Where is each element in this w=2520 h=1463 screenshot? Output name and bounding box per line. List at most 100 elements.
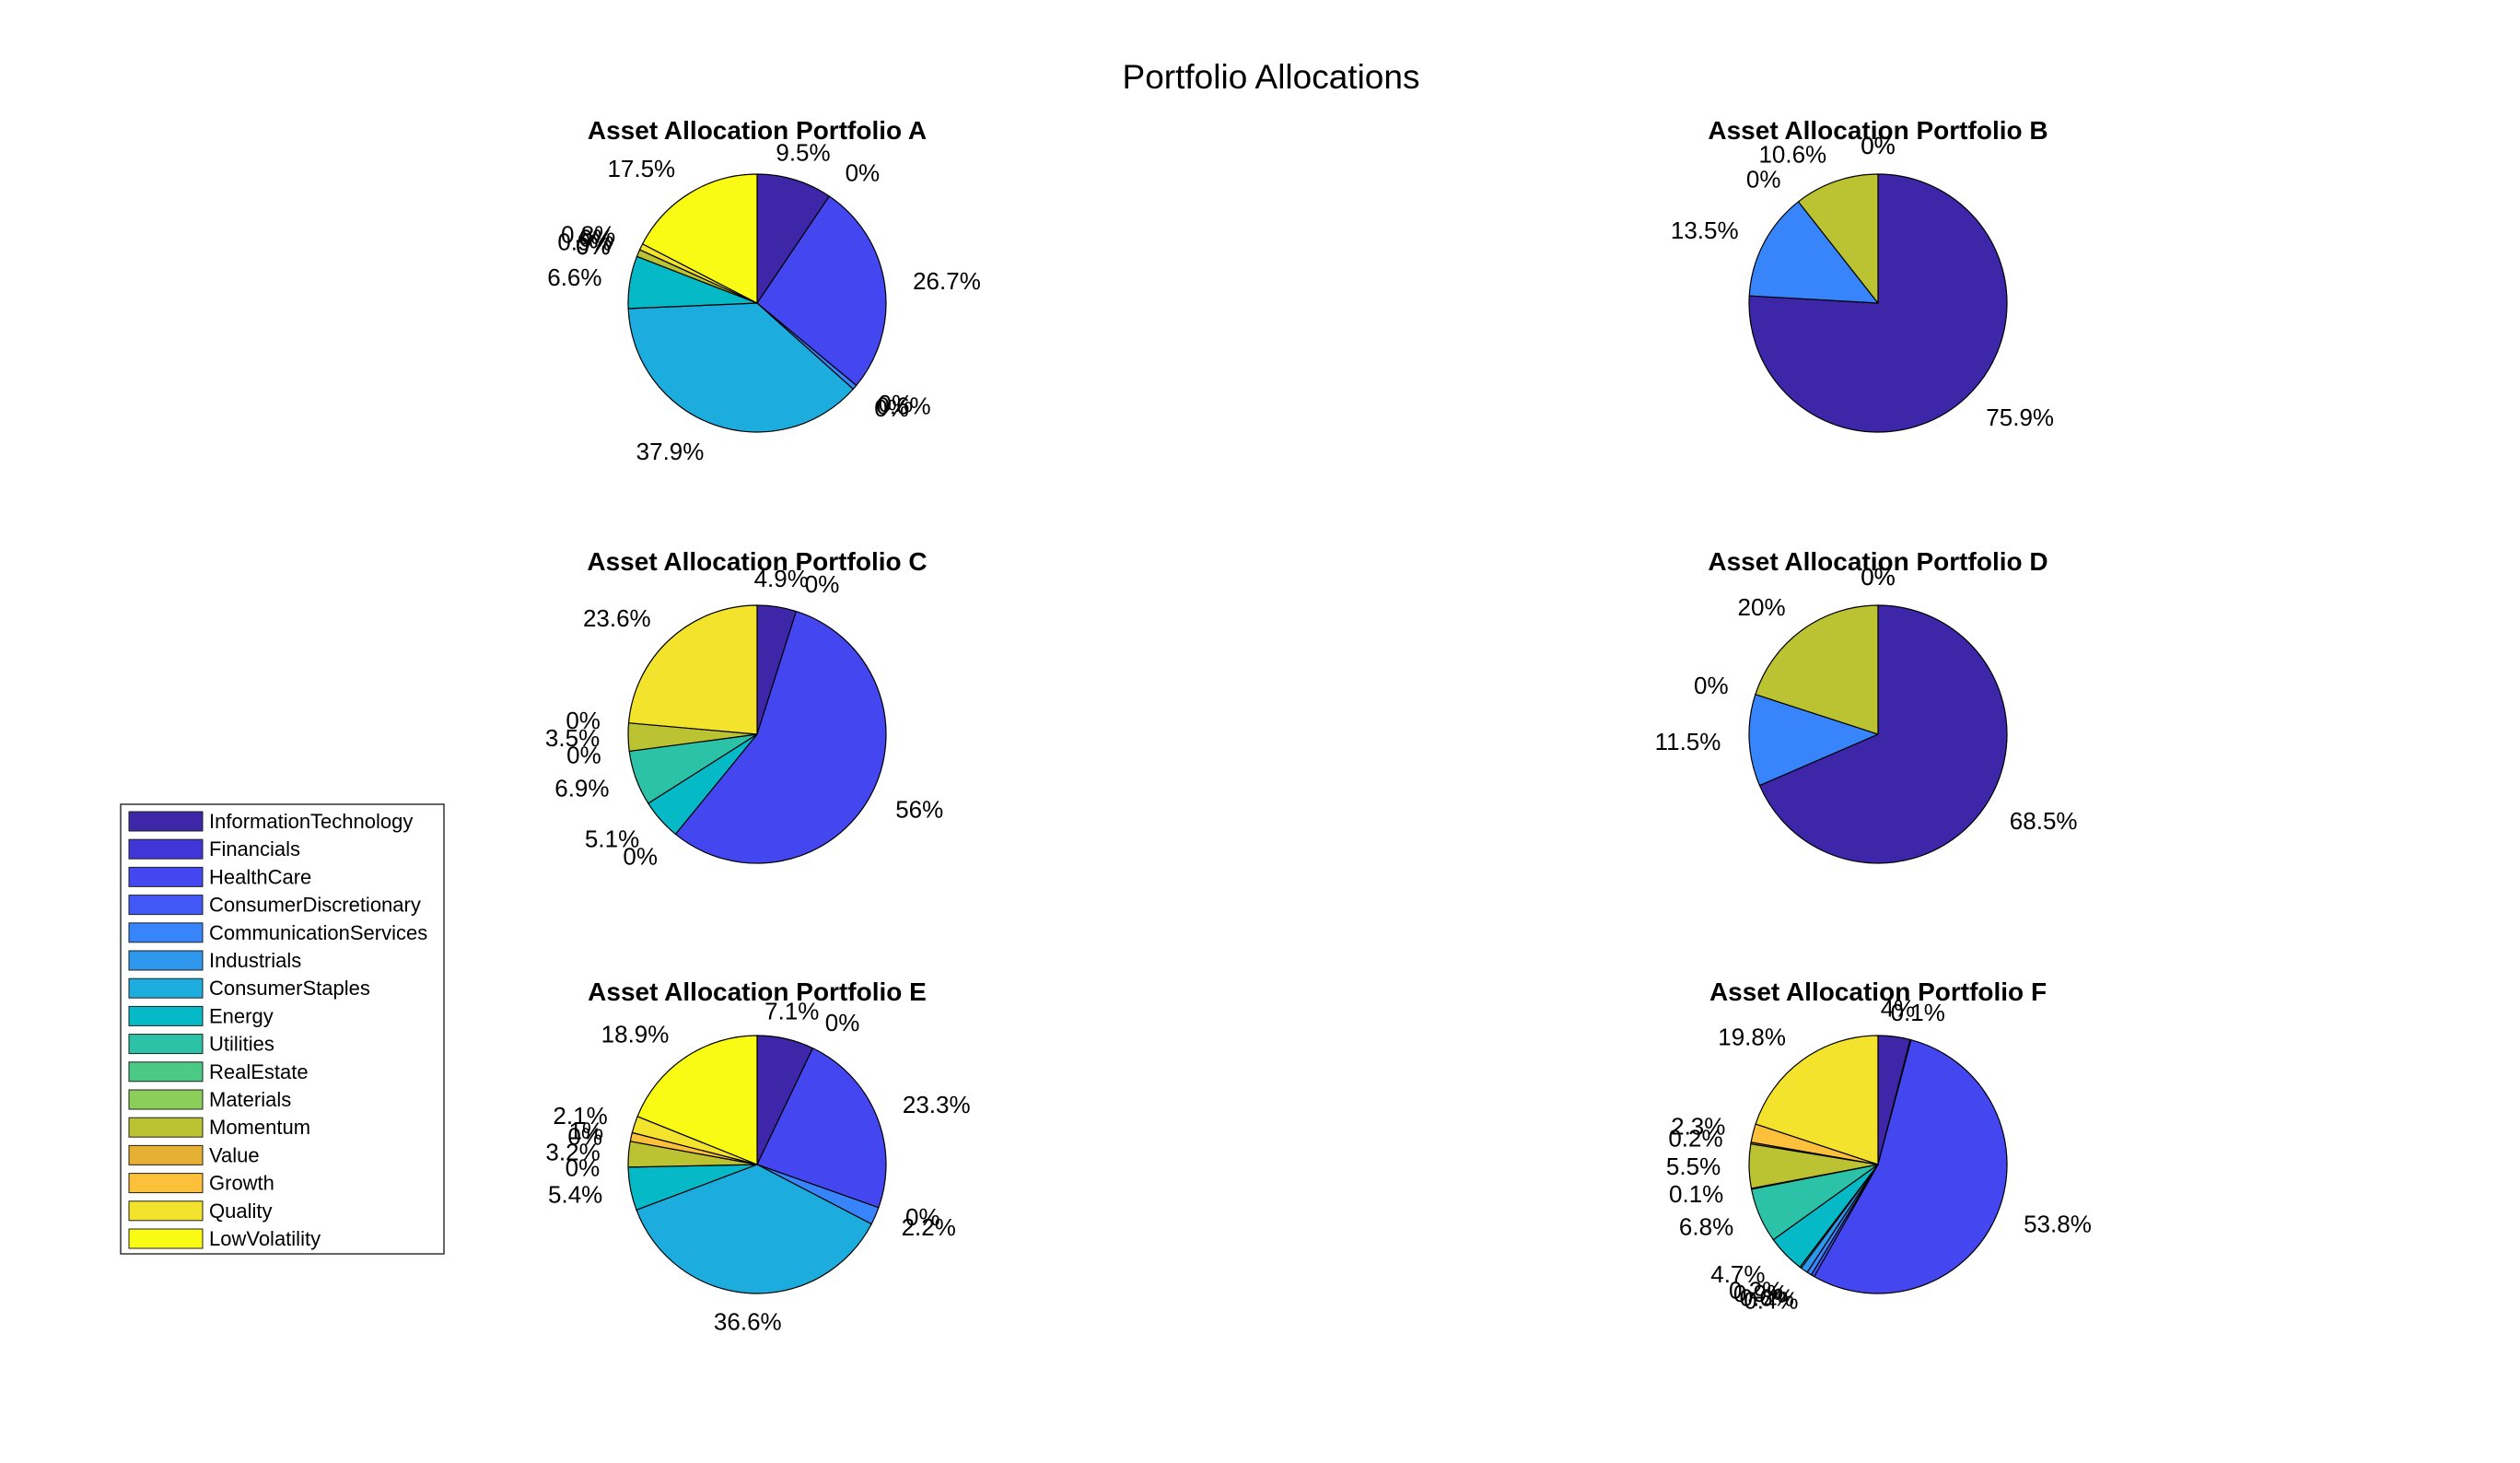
slice-label: 10.6% (1758, 141, 1826, 169)
pie-title: Asset Allocation Portfolio E (588, 977, 927, 1006)
pie-slice (1758, 604, 2008, 864)
legend-swatch (128, 1061, 204, 1083)
legend-swatch (128, 977, 204, 999)
slice-label: 2.2% (902, 1213, 956, 1241)
pie-title: Asset Allocation Portfolio F (1709, 977, 2047, 1006)
slice-label: 0% (846, 159, 881, 187)
legend-swatch (128, 811, 204, 832)
slice-label: 0% (825, 1009, 860, 1036)
legend-label: LowVolatility (209, 1227, 321, 1250)
slice-label: 0% (576, 232, 611, 260)
slice-label: 36.6% (714, 1308, 782, 1336)
legend-swatch (128, 1200, 204, 1222)
pie-slice (1748, 694, 1879, 787)
slice-label: 1% (569, 1118, 604, 1145)
pie-charts-group: Asset Allocation Portfolio A9.5% 0% 26.7% 0… (545, 116, 2092, 1336)
slice-label: 9.5% (776, 139, 830, 167)
slice-label: 0.9% (1733, 1280, 1788, 1307)
slice-label: 0% (567, 1122, 602, 1150)
slice-label: 17.5% (607, 155, 675, 182)
legend-swatch (128, 1144, 204, 1165)
slice-label: 2.3% (1671, 1112, 1725, 1140)
legend-label: Value (209, 1143, 260, 1166)
legend-label: Utilities (209, 1033, 274, 1056)
pie-title: Asset Allocation Portfolio A (588, 116, 927, 145)
legend-label: ConsumerDiscretionary (209, 894, 421, 917)
slice-label: 0% (566, 1154, 601, 1182)
slice-label: 3.5% (545, 724, 600, 752)
slice-label: 37.9% (636, 438, 705, 465)
slice-label: 0.4% (1744, 1286, 1798, 1314)
legend-swatch (128, 1089, 204, 1110)
legend-label: Growth (209, 1172, 274, 1195)
legend-label: Quality (209, 1200, 272, 1223)
slice-label: 0% (1861, 563, 1896, 591)
legend-swatch (128, 950, 204, 971)
legend-label: Energy (209, 1004, 274, 1027)
pie-slice (756, 1048, 887, 1209)
legend-swatch (128, 1005, 204, 1026)
slice-label: 0% (1861, 132, 1896, 159)
slice-label: 0% (874, 394, 909, 422)
slice-label: 0% (805, 570, 840, 598)
legend-label: RealEstate (209, 1060, 309, 1083)
pie-title: Asset Allocation Portfolio B (1708, 116, 2048, 145)
slice-label: 23.6% (583, 604, 651, 632)
legend-swatch (128, 1117, 204, 1138)
slice-label: 53.8% (2024, 1211, 2092, 1238)
slice-label: 20% (1738, 593, 1786, 621)
slice-label: 0% (1694, 672, 1729, 699)
slice-label: 6.9% (554, 774, 609, 802)
slice-label: 5.4% (548, 1180, 602, 1208)
slice-label: 0% (1861, 563, 1896, 591)
pie-slice (756, 173, 830, 304)
slice-label: 56% (895, 795, 943, 823)
legend-label: Momentum (209, 1116, 310, 1139)
legend-label: CommunicationServices (209, 921, 427, 944)
pie-chart: Asset Allocation Portfolio E7.1% 0%23.3%0… (545, 977, 970, 1336)
legend-swatch (128, 922, 204, 943)
slice-label: 0% (879, 390, 914, 417)
slice-label: 6.6% (547, 263, 601, 291)
legend-swatch (128, 838, 204, 860)
pie-slice (674, 610, 887, 864)
legend-label: HealthCare (209, 865, 311, 888)
slice-label: 11.5% (1655, 728, 1721, 755)
slice-label: 4.9% (754, 565, 809, 592)
slice-label: 68.5% (2010, 807, 2078, 835)
legend-swatch (128, 1034, 204, 1055)
pie-title: Asset Allocation Portfolio C (587, 547, 927, 576)
slice-label: 19.8% (1718, 1024, 1786, 1051)
pie-slice (1797, 173, 1879, 304)
slice-label: 18.9% (601, 1021, 670, 1048)
slice-label: 0.1% (1669, 1180, 1723, 1208)
slice-label: 0.2% (1668, 1125, 1722, 1153)
legend-label: Industrials (209, 949, 301, 972)
pie-chart: Asset Allocation Portfolio A9.5% 0% 26.7% 0… (547, 116, 981, 465)
legend-label: InformationTechnology (209, 810, 413, 833)
slice-label: 0.9% (557, 228, 612, 256)
pie-slice (1748, 201, 1879, 304)
slice-label: 0% (905, 1203, 940, 1231)
slice-label: 23.3% (903, 1091, 971, 1118)
slice-label: 75.9% (1986, 404, 2054, 431)
slice-label: 7.1% (764, 997, 819, 1024)
slice-label: 6.8% (1679, 1213, 1733, 1241)
slice-label: 3.2% (545, 1138, 600, 1165)
legend-swatch (128, 895, 204, 916)
legend-label: ConsumerStaples (209, 977, 370, 1000)
slice-label: 4.7% (1710, 1260, 1765, 1288)
slice-label: 0% (566, 742, 601, 769)
legend-label: Materials (209, 1088, 291, 1111)
pie-title: Asset Allocation Portfolio D (1708, 547, 2048, 576)
pie-chart: Asset Allocation Portfolio C4.9%0%56%0%5… (545, 547, 943, 870)
slice-label: 0% (576, 232, 611, 260)
pie-slice (636, 1035, 758, 1165)
slice-label: 0% (579, 224, 614, 252)
legend: InformationTechnology Financials HealthCar… (120, 803, 445, 1255)
slice-label: 0.8% (561, 220, 615, 248)
pie-chart: Asset Allocation Portfolio D 68.5% 11.5% 0%… (1655, 547, 2078, 864)
slice-label: 0.6% (1740, 1284, 1794, 1312)
pie-slice (627, 604, 758, 735)
